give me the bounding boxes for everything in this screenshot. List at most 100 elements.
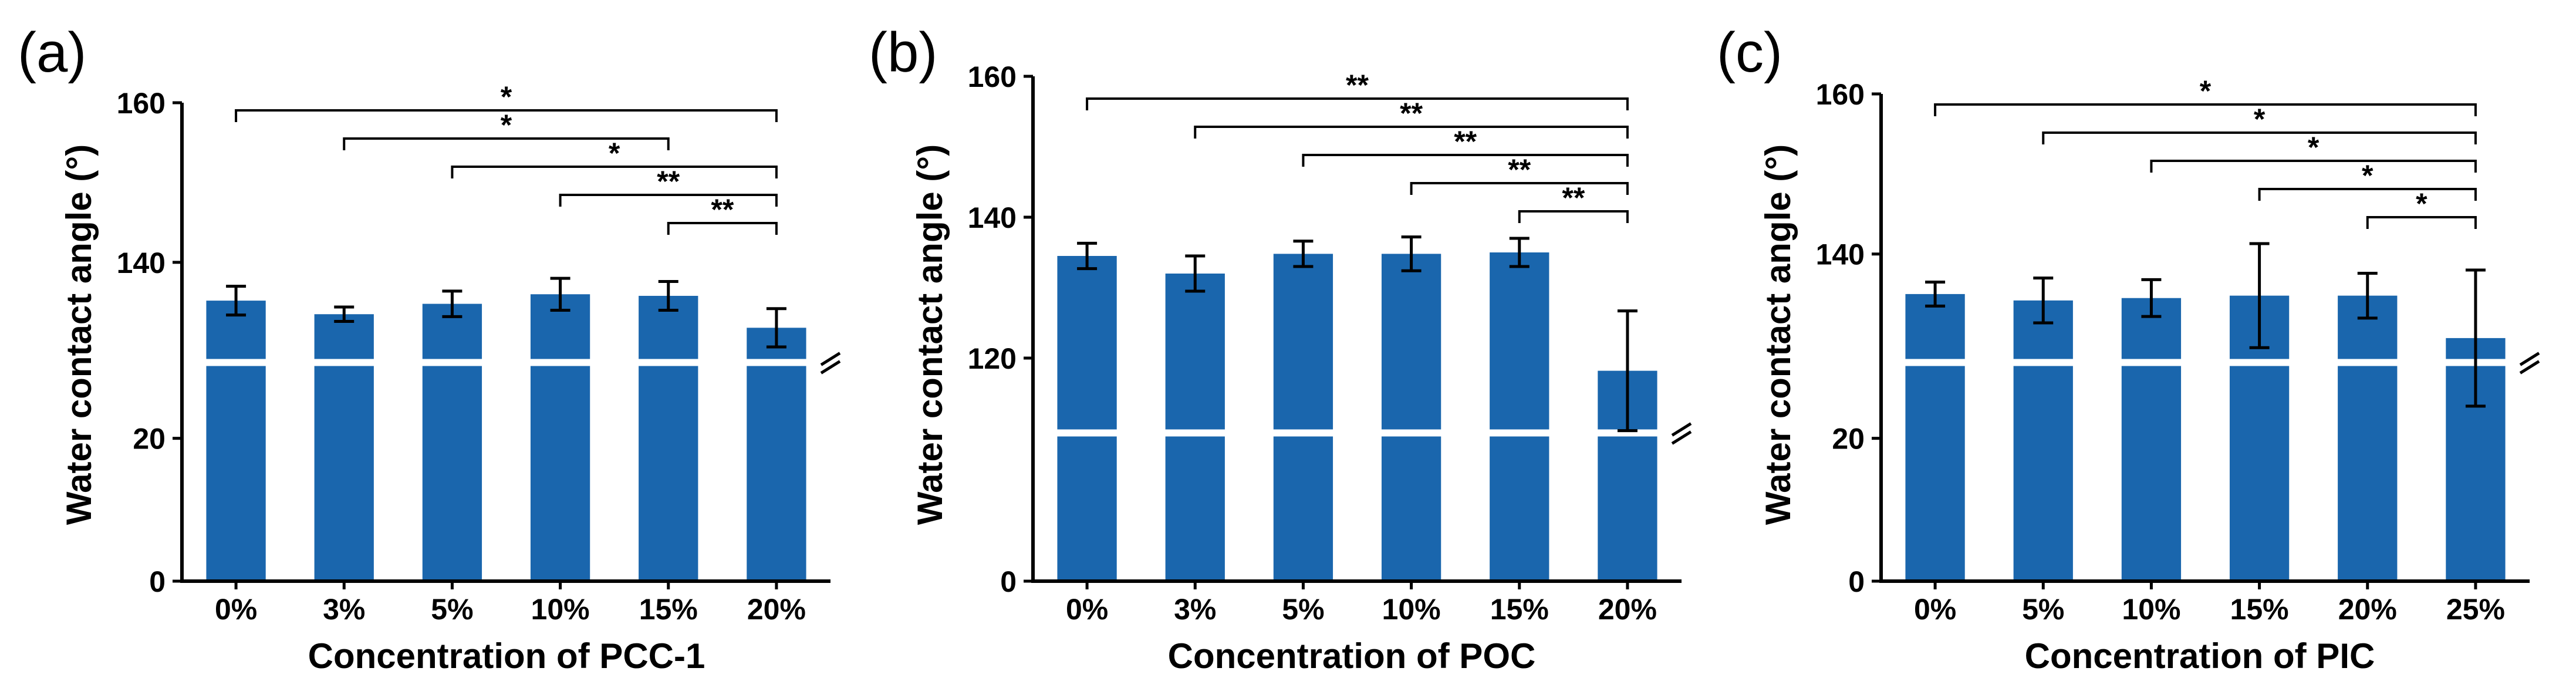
significance-bracket [559, 194, 778, 207]
panel-c-ylabel: Water contact angle (°) [1758, 144, 1798, 525]
significance-bracket [451, 166, 778, 178]
panel-c-plot: 0 20 140 160 0% 5% 10% 15% 20% 25% * * * * * [1816, 75, 2540, 626]
significance-bracket [667, 222, 778, 235]
x-tick-label: 0% [215, 593, 257, 626]
axis-break-mark [2519, 360, 2540, 375]
y-tick-label: 140 [117, 247, 166, 279]
panel-c-xlabel: Concentration of PIC [2025, 636, 2375, 676]
bar [1165, 274, 1225, 581]
significance-label: * [2200, 75, 2212, 107]
panel-a: (a) Water contact angle (°) Concentratio… [18, 21, 841, 676]
panel-b-label: (b) [869, 21, 937, 84]
y-tick-label: 0 [149, 565, 166, 598]
significance-label: * [501, 80, 512, 113]
significance-bracket [2258, 188, 2477, 201]
bar [747, 328, 806, 581]
x-tick-label: 3% [1174, 593, 1216, 626]
x-tick-label: 15% [2230, 593, 2289, 626]
x-tick-label: 5% [2022, 593, 2064, 626]
bar [1490, 252, 1549, 581]
x-tick-label: 10% [531, 593, 590, 626]
panel-b-plot: 0 120 140 160 0% 3% 5% 10% 15% 20% ** ** ** ** ** [968, 60, 1692, 626]
x-tick-label: 5% [431, 593, 473, 626]
axis-break-band [1880, 359, 2531, 366]
bar [1273, 254, 1333, 581]
y-tick-label: 140 [968, 201, 1017, 234]
axis-break-mark [820, 352, 841, 366]
significance-bracket [1410, 182, 1629, 195]
bar [422, 303, 482, 581]
y-tick-label: 20 [133, 423, 166, 456]
significance-bracket [1518, 210, 1629, 223]
significance-bracket [1086, 97, 1629, 110]
significance-label: ** [1346, 69, 1369, 102]
x-tick-label: 3% [323, 593, 365, 626]
significance-label: * [2362, 159, 2374, 192]
x-tick-label: 0% [1066, 593, 1108, 626]
y-tick-label: 120 [968, 342, 1017, 375]
significance-label: ** [1508, 153, 1531, 186]
bar [1905, 294, 1965, 581]
panel-b: (b) Water contact angle (°) Concentratio… [869, 21, 1692, 676]
axis-break-band [1032, 429, 1683, 437]
y-tick-label: 160 [968, 60, 1017, 93]
significance-label: * [609, 137, 620, 170]
bar [639, 295, 698, 581]
panel-b-ylabel: Water contact angle (°) [910, 144, 950, 525]
significance-label: ** [1454, 125, 1477, 158]
x-tick-label: 20% [2338, 593, 2397, 626]
bar [2338, 295, 2398, 581]
panel-a-label: (a) [18, 21, 86, 84]
panel-a-ylabel: Water contact angle (°) [59, 144, 99, 525]
bar [314, 314, 374, 581]
y-tick-label: 160 [117, 87, 166, 120]
significance-bracket [2150, 160, 2477, 173]
y-tick-label: 160 [1816, 78, 1865, 111]
significance-label: ** [1400, 97, 1423, 130]
y-tick-label: 140 [1816, 238, 1865, 271]
axis-break-band [181, 359, 832, 366]
significance-label: * [501, 109, 512, 141]
significance-bracket [1302, 154, 1629, 167]
bar [206, 301, 266, 581]
x-tick-label: 10% [2122, 593, 2180, 626]
y-tick-label: 20 [1832, 423, 1865, 456]
y-tick-label: 0 [1000, 565, 1017, 598]
bar [530, 294, 590, 581]
significance-label: * [2254, 103, 2266, 136]
x-tick-label: 10% [1382, 593, 1441, 626]
axis-break-mark [2519, 352, 2540, 366]
axis-break-mark [820, 360, 841, 375]
panel-c-label: (c) [1717, 21, 1782, 84]
bar [2121, 298, 2182, 581]
panel-a-xlabel: Concentration of PCC-1 [308, 636, 705, 676]
bar [1381, 254, 1441, 581]
x-tick-label: 5% [1282, 593, 1324, 626]
significance-label: ** [711, 193, 734, 226]
significance-label: ** [657, 165, 680, 198]
significance-bracket [2366, 216, 2477, 229]
x-tick-label: 20% [747, 593, 806, 626]
significance-bracket [2042, 131, 2477, 144]
significance-bracket [1194, 126, 1629, 139]
x-tick-label: 15% [639, 593, 698, 626]
x-tick-label: 20% [1598, 593, 1657, 626]
significance-label: ** [1562, 181, 1585, 214]
x-tick-label: 25% [2446, 593, 2505, 626]
significance-bracket [1934, 103, 2477, 116]
x-tick-label: 0% [1914, 593, 1956, 626]
panel-b-xlabel: Concentration of POC [1168, 636, 1536, 676]
y-tick-label: 0 [1848, 565, 1865, 598]
axis-break-mark [1671, 430, 1692, 445]
bar [1057, 256, 1117, 581]
x-tick-label: 15% [1490, 593, 1549, 626]
significance-bracket [343, 137, 670, 150]
bar [2013, 300, 2073, 581]
panel-c: (c) Water contact angle (°) Concentratio… [1717, 21, 2540, 676]
significance-bracket [235, 109, 778, 122]
significance-label: * [2416, 187, 2428, 220]
significance-label: * [2308, 131, 2320, 164]
axis-break-mark [1671, 422, 1692, 437]
